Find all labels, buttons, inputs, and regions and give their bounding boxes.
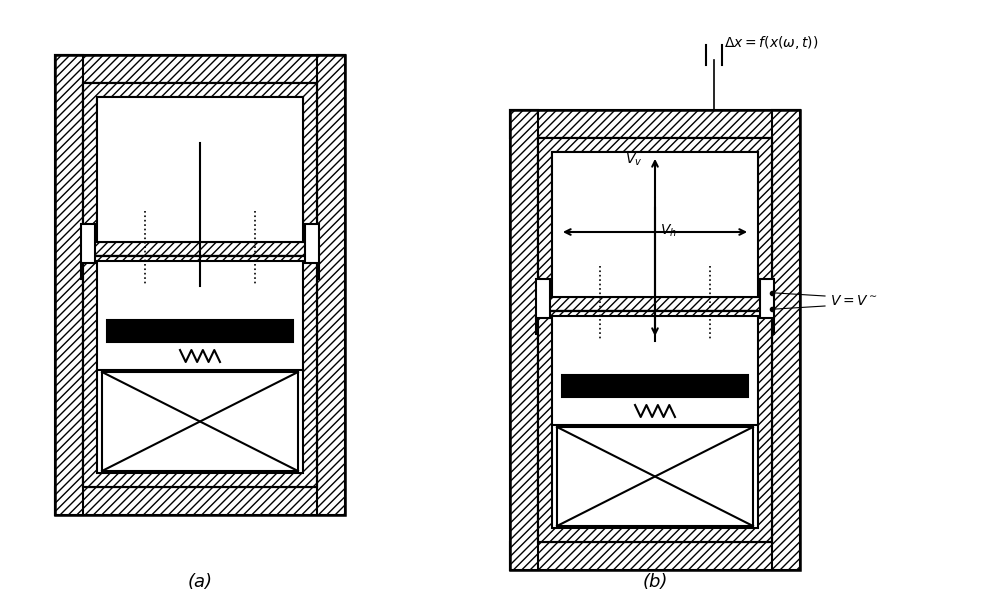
Bar (536, 317, 550, 334)
Bar (538, 138, 772, 311)
Bar (538, 138, 772, 311)
Bar (510, 110, 800, 138)
Bar (552, 152, 758, 297)
Bar (55, 487, 345, 515)
Bar (536, 279, 550, 317)
Bar (83, 83, 317, 256)
Bar (102, 372, 298, 471)
Bar (510, 110, 800, 570)
Bar (772, 110, 800, 570)
Bar (552, 266, 758, 297)
Bar (83, 83, 317, 256)
Bar (97, 97, 303, 143)
Bar (305, 262, 319, 279)
Bar (97, 261, 303, 473)
Bar (55, 55, 83, 515)
Bar (538, 311, 772, 542)
Bar (760, 317, 774, 334)
Bar (317, 55, 345, 515)
Bar (557, 427, 753, 526)
Text: $V=V^{\sim}$: $V=V^{\sim}$ (830, 294, 878, 308)
Bar (305, 224, 319, 262)
Bar (55, 55, 345, 83)
Bar (510, 542, 800, 570)
Text: $V_h$: $V_h$ (660, 223, 677, 239)
Text: $\Delta x=f(x(\omega,t))$: $\Delta x=f(x(\omega,t))$ (724, 34, 819, 51)
Bar (552, 152, 758, 198)
Bar (81, 262, 95, 279)
Bar (81, 224, 95, 262)
Bar (97, 211, 303, 242)
Bar (107, 320, 293, 342)
Bar (760, 279, 774, 317)
Text: $V_v$: $V_v$ (625, 152, 642, 168)
Text: (a): (a) (188, 573, 212, 591)
Bar (97, 97, 303, 242)
Bar (83, 256, 317, 487)
Bar (83, 256, 317, 487)
Bar (510, 110, 538, 570)
Bar (55, 55, 345, 515)
Bar (562, 375, 748, 397)
Bar (538, 311, 772, 542)
Bar (552, 316, 758, 528)
Text: (b): (b) (642, 573, 668, 591)
